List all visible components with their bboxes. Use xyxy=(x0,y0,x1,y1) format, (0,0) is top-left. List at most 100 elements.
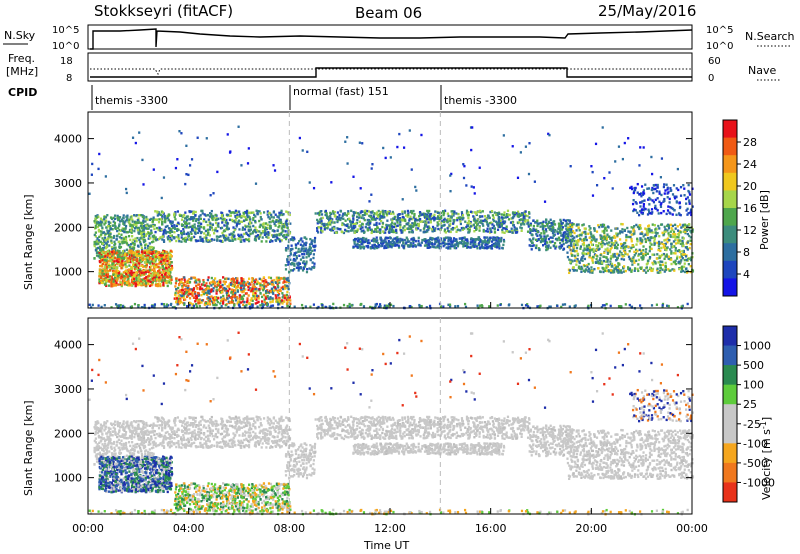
power-cell xyxy=(365,212,368,216)
power-cell xyxy=(568,227,571,231)
power-cell xyxy=(453,210,456,213)
power-cell xyxy=(115,251,119,254)
power-cell xyxy=(214,218,217,222)
power-cell xyxy=(331,210,335,213)
power-cell xyxy=(630,270,633,273)
power-cell xyxy=(589,227,592,230)
power-cell xyxy=(136,244,140,247)
power-cell xyxy=(644,237,647,241)
power-cell xyxy=(154,230,157,234)
power-cell xyxy=(191,226,194,229)
power-cell xyxy=(143,251,147,255)
power-cell xyxy=(674,227,677,230)
power-cell xyxy=(468,229,471,232)
power-cell xyxy=(99,268,102,272)
power-cell xyxy=(653,223,656,227)
power-cell xyxy=(117,224,121,228)
power-cell xyxy=(472,215,475,218)
power-cell xyxy=(323,224,326,228)
power-cell xyxy=(489,227,492,230)
power-cell xyxy=(279,240,282,243)
power-cell xyxy=(599,253,602,257)
power-cell xyxy=(593,253,597,256)
power-cell xyxy=(654,187,657,191)
freq-tick-top: 18 xyxy=(60,56,73,67)
power-cell xyxy=(148,261,151,264)
power-cell xyxy=(454,246,458,250)
power-cell xyxy=(128,220,131,224)
power-cell xyxy=(658,269,661,273)
power-cell xyxy=(132,251,135,255)
power-cell xyxy=(148,268,151,272)
power-cell xyxy=(136,258,139,261)
power-cell xyxy=(648,239,652,242)
power-cell xyxy=(146,279,149,282)
power-cell xyxy=(610,236,613,240)
power-cell xyxy=(594,249,597,252)
power-cell xyxy=(170,222,173,225)
power-cell xyxy=(209,223,212,227)
power-cell xyxy=(392,217,395,220)
power-cell xyxy=(395,228,398,232)
power-cell xyxy=(636,240,639,243)
power-cell xyxy=(565,240,569,244)
power-cell xyxy=(632,230,635,233)
power-cell xyxy=(648,249,651,253)
power-cell xyxy=(671,245,674,249)
power-cell xyxy=(152,216,155,219)
power-cell xyxy=(163,217,167,220)
power-cell xyxy=(685,197,688,201)
power-cell xyxy=(473,217,476,221)
power-cell xyxy=(627,230,630,233)
power-cell xyxy=(622,244,625,247)
power-cell xyxy=(116,262,119,266)
power-cell xyxy=(102,278,105,281)
power-cell xyxy=(540,232,543,235)
power-cell xyxy=(549,218,552,221)
power-cell xyxy=(185,232,188,236)
power-cell xyxy=(103,236,107,239)
power-cell xyxy=(155,239,158,242)
power-cell xyxy=(249,228,253,231)
power-cell xyxy=(439,245,442,248)
power-cell xyxy=(177,228,180,232)
power-cell xyxy=(408,230,411,234)
power-cell xyxy=(283,223,286,227)
power-cell xyxy=(539,225,542,228)
power-cell xyxy=(566,226,569,229)
power-cell xyxy=(502,227,505,230)
power-cell xyxy=(407,245,410,248)
power-cell xyxy=(113,224,116,227)
power-cell xyxy=(254,219,257,223)
power-cell xyxy=(663,192,666,195)
power-cell xyxy=(135,214,138,217)
power-cell xyxy=(343,213,346,216)
power-cell xyxy=(120,253,123,257)
power-cell xyxy=(285,237,288,241)
power-cell xyxy=(234,221,237,224)
power-cell xyxy=(162,269,165,273)
power-cell xyxy=(141,273,144,276)
power-cell xyxy=(168,279,171,282)
power-cell xyxy=(375,239,378,242)
power-cell xyxy=(144,269,147,272)
power-cell xyxy=(372,239,375,242)
power-cell xyxy=(648,227,651,231)
power-cell xyxy=(342,217,345,221)
power-cell xyxy=(506,215,509,219)
power-cell xyxy=(374,217,377,221)
power-cell xyxy=(198,221,201,224)
power-cell xyxy=(245,211,248,215)
power-cell xyxy=(453,227,456,230)
power-cell xyxy=(526,222,529,225)
power-cell xyxy=(545,230,548,233)
power-cell xyxy=(142,282,145,285)
power-cell xyxy=(667,227,671,230)
power-cell xyxy=(493,237,496,241)
power-cell xyxy=(147,279,150,282)
power-cell xyxy=(403,218,407,221)
power-cell xyxy=(453,246,456,250)
power-cell xyxy=(434,237,437,241)
power-cell xyxy=(274,213,277,216)
power-cell xyxy=(134,284,137,287)
